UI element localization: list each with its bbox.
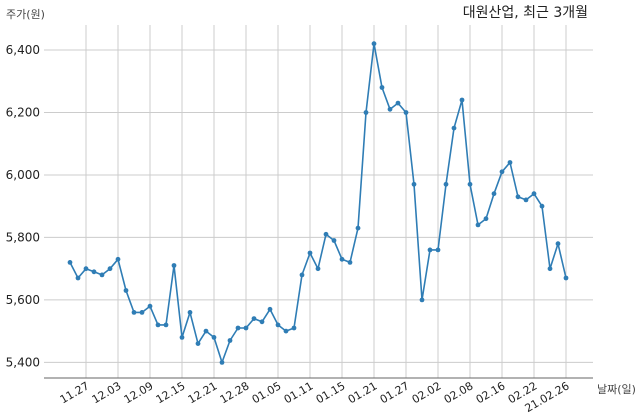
data-point <box>563 275 569 281</box>
data-point <box>371 41 377 47</box>
x-tick-label: 02.16 <box>474 379 508 406</box>
data-point <box>547 266 553 272</box>
data-point <box>67 260 73 265</box>
data-point <box>419 297 425 303</box>
data-point <box>387 106 393 112</box>
data-point <box>115 256 121 262</box>
data-point <box>299 272 305 278</box>
x-tick-label: 02.08 <box>442 379 476 406</box>
data-point <box>555 241 561 247</box>
data-point <box>451 125 457 131</box>
data-point <box>523 197 529 203</box>
data-point <box>315 266 321 272</box>
data-point <box>499 169 505 175</box>
y-tick-label: 6,200 <box>6 105 40 119</box>
data-point <box>131 310 137 315</box>
data-point <box>75 275 81 281</box>
x-tick-label: 01.11 <box>282 379 316 406</box>
data-point <box>147 303 153 309</box>
chart-title: 대원산업, 최근 3개월 <box>463 5 588 21</box>
data-point <box>355 225 361 231</box>
data-point <box>83 266 89 272</box>
data-point <box>139 310 145 315</box>
data-point <box>435 247 441 253</box>
data-point <box>331 238 337 243</box>
data-point <box>347 260 353 265</box>
y-tick-label: 5,600 <box>6 293 40 307</box>
data-point <box>483 216 489 222</box>
data-point <box>99 272 105 278</box>
x-tick-label: 12.21 <box>186 379 220 406</box>
y-tick-label: 6,000 <box>6 168 40 182</box>
data-point <box>491 191 497 197</box>
data-point <box>427 247 433 253</box>
data-point <box>171 263 177 268</box>
data-point <box>307 250 313 256</box>
x-axis-label: 날짜(일) <box>597 382 636 396</box>
data-point <box>243 325 249 331</box>
data-point <box>267 306 273 312</box>
x-tick-label: 01.27 <box>378 379 412 406</box>
data-point <box>227 338 233 343</box>
data-point <box>411 181 417 187</box>
data-point <box>259 319 265 325</box>
data-point <box>403 110 409 115</box>
x-tick-label: 11.27 <box>58 379 92 406</box>
data-point <box>91 269 97 275</box>
series-price <box>67 41 569 365</box>
x-tick-label: 02.02 <box>410 379 444 406</box>
data-point <box>379 85 385 90</box>
data-point <box>467 181 473 187</box>
data-point <box>291 325 297 331</box>
x-tick-label: 12.03 <box>90 379 124 406</box>
x-tick-label: 01.21 <box>346 379 380 406</box>
grid-lines <box>44 25 593 378</box>
data-point <box>275 322 281 328</box>
data-point <box>531 191 537 197</box>
data-point <box>363 110 369 115</box>
data-point <box>539 203 545 209</box>
axis-labels: 5,400 5,600 5,800 6,000 6,200 6,400 11.2712.03… <box>6 43 572 415</box>
x-tick-label: 01.05 <box>250 379 284 406</box>
price-line <box>69 42 567 364</box>
data-point <box>155 322 161 328</box>
data-point <box>235 325 241 331</box>
data-point <box>195 341 201 346</box>
data-point <box>179 335 185 340</box>
data-point <box>107 266 113 272</box>
y-tick-label: 6,400 <box>6 43 40 57</box>
data-point <box>219 360 225 365</box>
data-point <box>211 335 217 340</box>
data-point <box>187 310 193 315</box>
x-tick-label: 12.09 <box>122 379 156 406</box>
data-point <box>283 328 289 334</box>
data-point <box>459 97 465 103</box>
data-point <box>395 100 401 106</box>
y-axis-label: 주가(원) <box>6 8 45 21</box>
x-tick-label: 12.28 <box>218 379 252 406</box>
x-tick-label: 01.15 <box>314 379 348 406</box>
data-point <box>323 231 329 237</box>
y-tick-label: 5,400 <box>6 355 40 369</box>
data-point <box>475 222 481 228</box>
data-point <box>339 256 345 262</box>
x-tick-label: 12.15 <box>154 379 188 406</box>
data-point <box>507 160 513 165</box>
data-point <box>515 194 521 200</box>
data-point <box>123 288 129 293</box>
data-point <box>203 328 209 334</box>
data-point <box>443 181 449 187</box>
y-tick-label: 5,800 <box>6 230 40 244</box>
data-point <box>251 316 257 321</box>
data-point <box>163 322 169 328</box>
